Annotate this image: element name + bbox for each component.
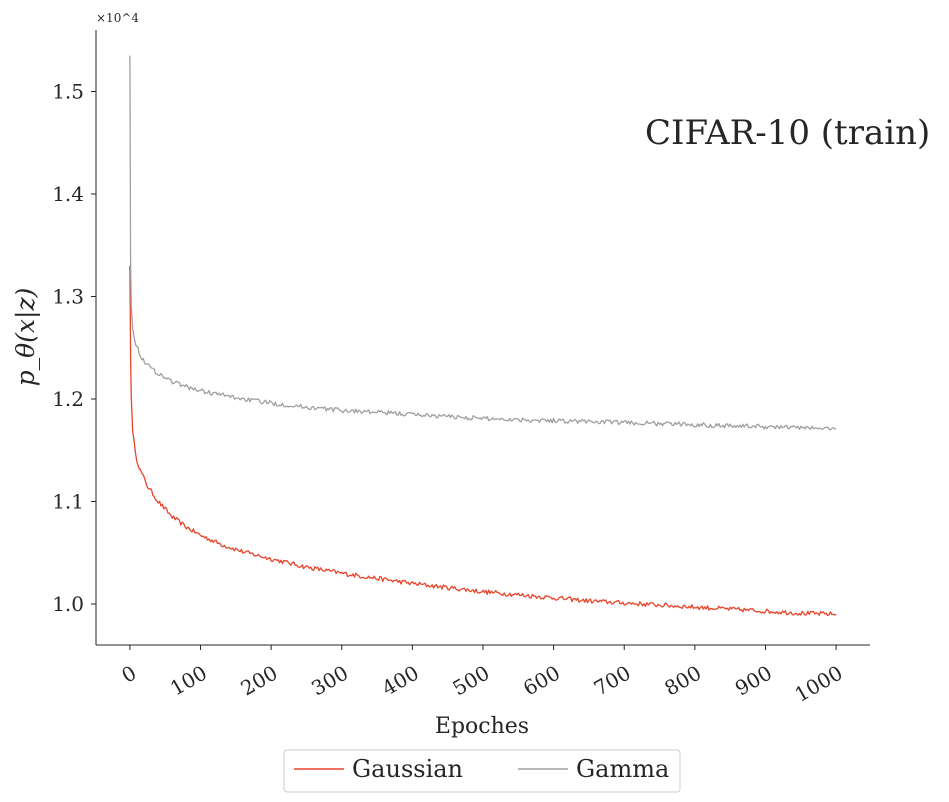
series-layer — [129, 55, 837, 617]
x-tick-label: 900 — [731, 661, 776, 701]
x-tick-label: 500 — [448, 661, 493, 701]
chart-annotation: CIFAR-10 (train) — [645, 113, 930, 153]
series-line-gamma — [129, 55, 837, 431]
legend-frame — [283, 749, 681, 793]
x-tick-label: 100 — [166, 661, 211, 701]
x-tick-label: 1000 — [791, 661, 847, 707]
x-tick-label: 200 — [237, 661, 282, 701]
y-tick-label: 1.2 — [52, 387, 84, 411]
y-axis-label: p_θ(x|z) — [11, 288, 41, 387]
legend-label-gamma: Gamma — [576, 755, 669, 783]
y-tick-label: 1.4 — [52, 182, 84, 206]
y-tick-label: 1.3 — [52, 285, 84, 309]
x-tick-label: 600 — [519, 661, 564, 701]
x-tick-label: 0 — [117, 661, 140, 688]
y-tick-label: 1.5 — [52, 80, 84, 104]
x-tick-label: 800 — [660, 661, 705, 701]
legend: Gaussian Gamma — [283, 749, 681, 793]
x-tick-label: 400 — [378, 661, 423, 701]
y-offset-label: ×10^4 — [96, 11, 139, 25]
legend-label-gaussian: Gaussian — [352, 755, 463, 783]
x-tick-label: 700 — [590, 661, 635, 701]
y-tick-label: 1.0 — [52, 592, 84, 616]
series-line-gaussian — [129, 265, 837, 617]
y-tick-label: 1.1 — [52, 490, 84, 514]
x-tick-label: 300 — [307, 661, 352, 701]
x-axis-label: Epoches — [435, 714, 529, 739]
